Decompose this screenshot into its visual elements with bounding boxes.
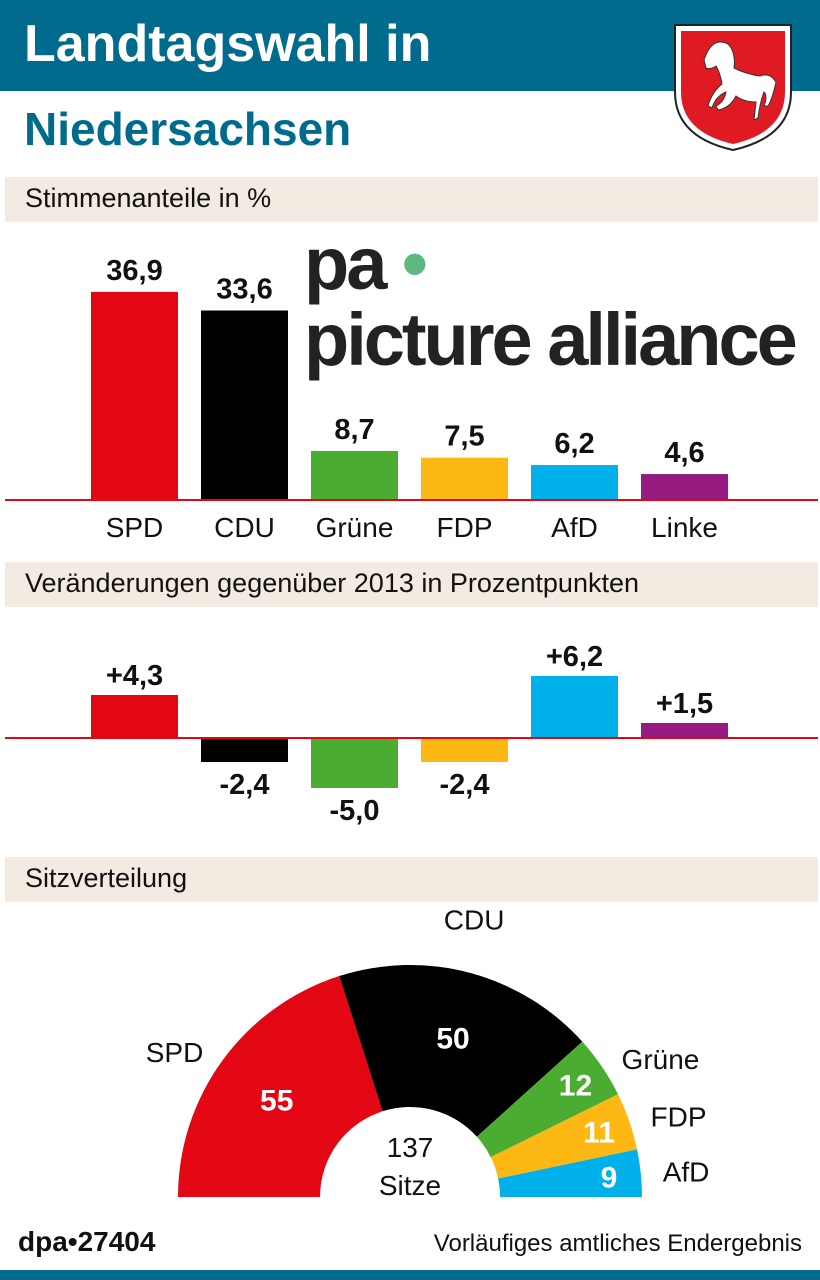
bar-cdu (201, 310, 288, 500)
seat-party-label: AfD (663, 1157, 710, 1188)
seat-party-label: SPD (146, 1037, 204, 1068)
change-label: -2,4 (220, 769, 270, 801)
bar-fdp (421, 457, 508, 500)
category-label: FDP (437, 512, 493, 543)
bar-afd (531, 465, 618, 500)
value-label: 6,2 (554, 428, 594, 460)
value-label: 4,6 (664, 437, 704, 469)
section-seats: Sitzverteilung (5, 857, 818, 902)
category-label: Grüne (316, 512, 394, 543)
seat-value: 12 (559, 1070, 592, 1103)
watermark-pa: pa (304, 222, 387, 305)
seat-segment-cdu (339, 964, 583, 1137)
change-bar-spd (91, 695, 178, 738)
seat-party-label: CDU (444, 905, 505, 936)
watermark-line1: pa • (304, 226, 795, 302)
value-label: 33,6 (216, 273, 272, 305)
category-label: CDU (214, 512, 275, 543)
total-seats-unit: Sitze (379, 1170, 441, 1201)
crest-icon (674, 24, 792, 152)
change-bar-cdu (201, 738, 288, 762)
seat-segment-spd (178, 976, 383, 1197)
seat-party-label: Grüne (622, 1044, 700, 1075)
change-label: -2,4 (440, 769, 490, 801)
change-bar-linke (641, 723, 728, 738)
change-bar-afd (531, 676, 618, 738)
value-label: 8,7 (334, 414, 374, 446)
category-label: Linke (651, 512, 718, 543)
seat-value: 11 (583, 1117, 615, 1150)
bar-linke (641, 474, 728, 500)
seat-segment-fdp (490, 1094, 638, 1179)
change-bar-fdp (421, 738, 508, 762)
change-label: +6,2 (546, 641, 603, 673)
seat-party-label: FDP (651, 1102, 707, 1133)
category-label: SPD (106, 512, 164, 543)
title-line2: Niedersachsen (24, 103, 352, 155)
seat-segment-grüne (476, 1041, 619, 1158)
watermark-dot: • (401, 222, 428, 305)
bar-grüne (311, 450, 398, 500)
total-seats: 137 (387, 1132, 434, 1163)
watermark: pa • picture alliance (304, 226, 798, 381)
watermark-line2: picture alliance (304, 298, 798, 381)
value-label: 36,9 (106, 255, 162, 287)
change-label: +1,5 (656, 688, 713, 720)
category-label: AfD (551, 512, 598, 543)
section-changes: Veränderungen gegenüber 2013 in Prozentp… (5, 562, 818, 607)
change-bar-grüne (311, 738, 398, 788)
change-label: -5,0 (330, 795, 380, 827)
source-label: dpa•27404 (18, 1226, 156, 1257)
seat-value: 50 (436, 1023, 469, 1056)
title-line1: Landtagswahl in (24, 15, 432, 73)
seat-segment-afd (498, 1149, 642, 1197)
value-label: 7,5 (444, 421, 484, 453)
seat-value: 9 (601, 1161, 618, 1194)
change-label: +4,3 (106, 660, 163, 692)
footer-note: Vorläufiges amtliches Endergebnis (433, 1230, 802, 1257)
section-vote-share: Stimmenanteile in % (5, 177, 818, 222)
bottom-bar (0, 1270, 820, 1280)
seat-value: 55 (260, 1085, 293, 1118)
bar-spd (91, 291, 178, 500)
